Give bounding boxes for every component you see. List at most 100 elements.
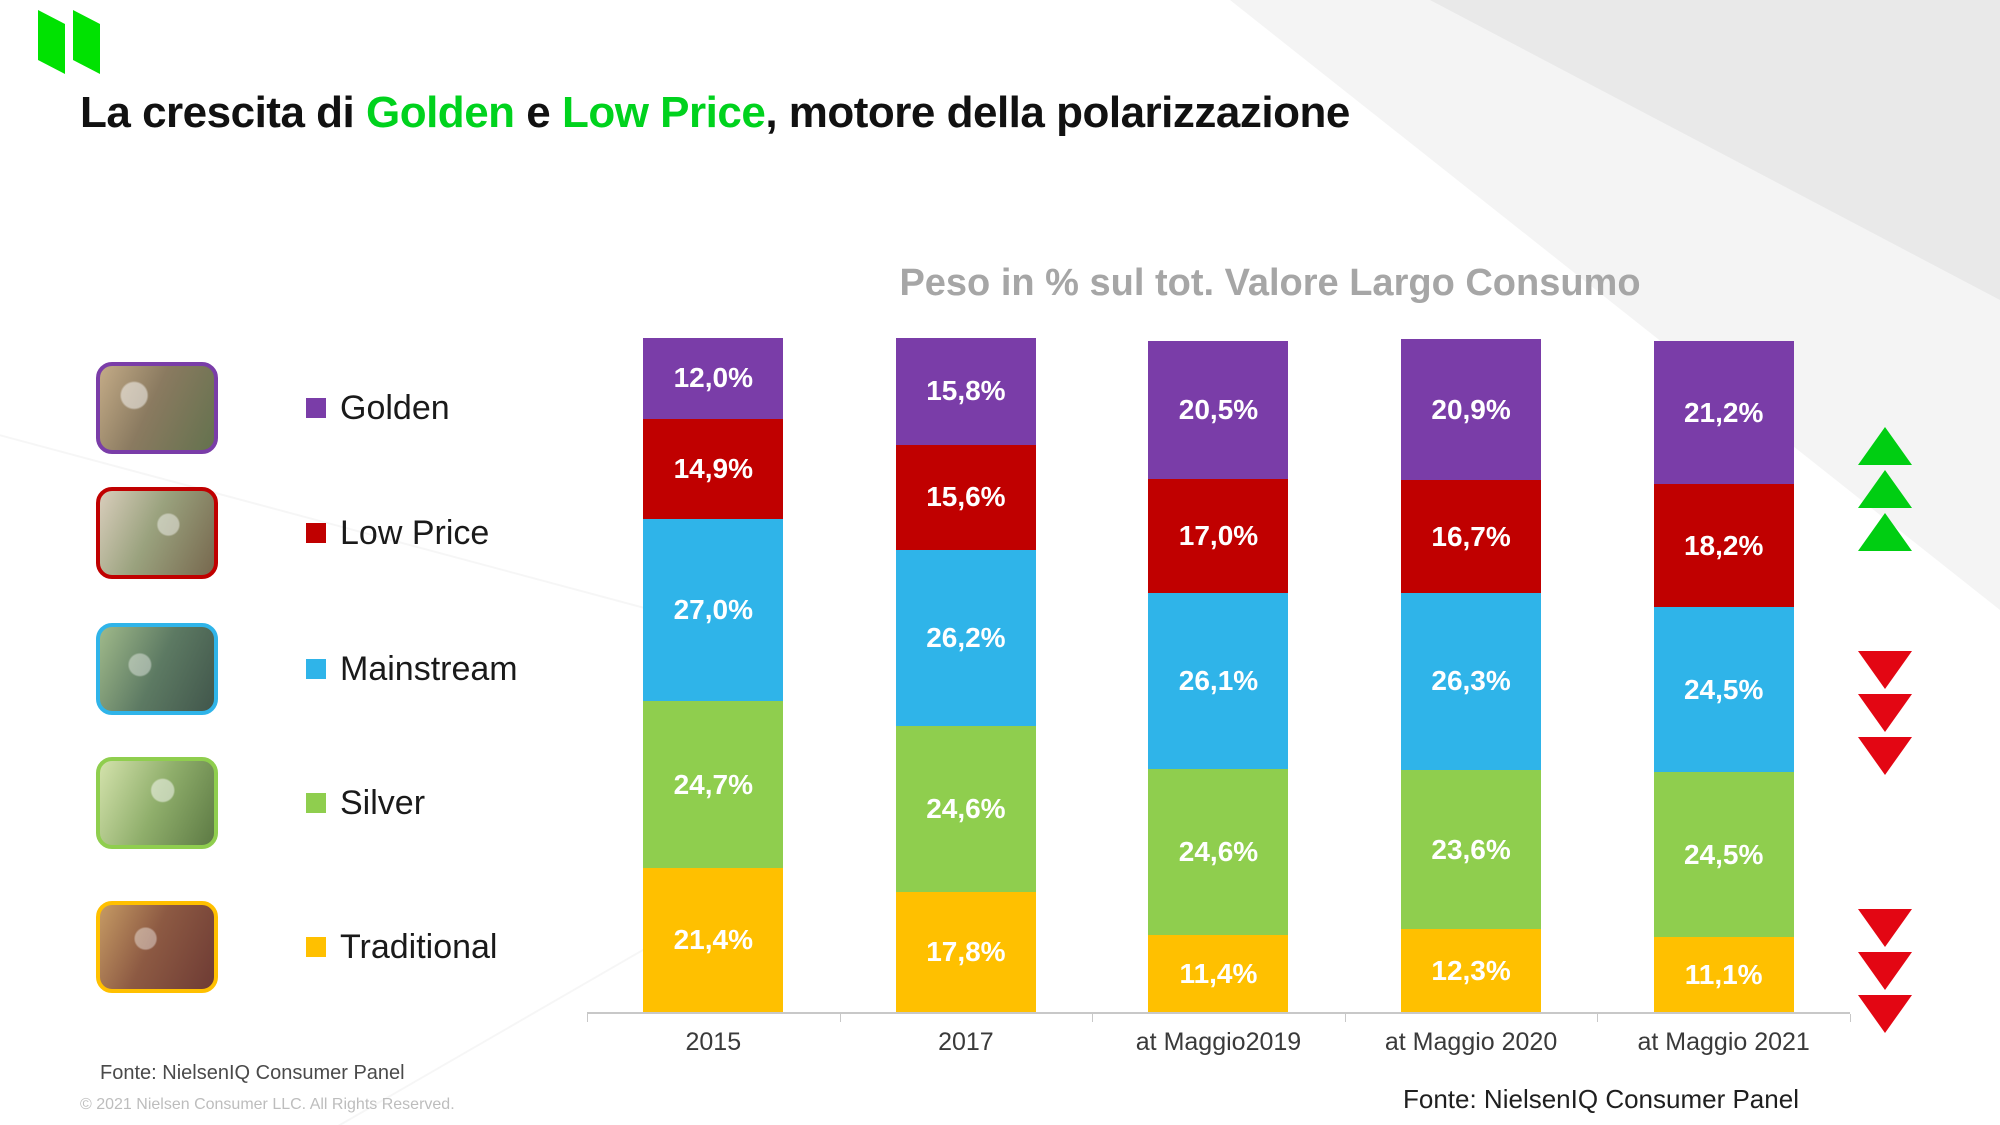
legend-entry-golden: Golden [306, 389, 450, 428]
footer-source-right: Fonte: NielsenIQ Consumer Panel [1403, 1084, 1799, 1114]
segment-low-price: 17,0% [1148, 478, 1289, 594]
bar-slot-2017: 15,8% 15,6% 26,2% 24,6% 17,8% [840, 338, 1093, 1012]
down-arrow-icon [1858, 651, 1912, 689]
segment-value-silver: 24,5% [1683, 838, 1764, 870]
segment-traditional: 21,4% [643, 867, 784, 1012]
segment-golden: 12,0% [643, 338, 784, 419]
down-arrow-icon [1858, 952, 1912, 990]
legend-swatch-golden [306, 398, 326, 418]
segment-value-mainstream: 26,3% [1431, 665, 1511, 697]
legend-row-low-price: Low Price [96, 487, 489, 579]
segment-value-golden: 21,2% [1683, 396, 1764, 428]
stacked-bar-at-maggio-2021: 21,2% 18,2% 24,5% 24,5% 11,1% [1653, 338, 1794, 1012]
segment-value-silver: 24,6% [926, 793, 1006, 825]
legend-photo-low-price [96, 487, 218, 579]
stacked-bar-2015: 12,0% 14,9% 27,0% 24,7% 21,4% [643, 338, 784, 1012]
segment-value-golden: 12,0% [673, 362, 753, 394]
x-tick-label-2017: 2017 [938, 1028, 994, 1056]
legend-label-low-price: Low Price [340, 513, 490, 552]
segment-value-low-price: 18,2% [1683, 529, 1764, 561]
segment-mainstream: 26,3% [1401, 592, 1542, 771]
legend-row-traditional: Traditional [96, 901, 497, 993]
legend-swatch-low-price [306, 523, 326, 543]
legend-label-traditional: Traditional [340, 927, 498, 966]
bar-slot-at-maggio2019: 20,5% 17,0% 26,1% 24,6% 11,4% [1092, 338, 1345, 1012]
legend-entry-traditional: Traditional [306, 928, 497, 967]
segment-golden: 21,2% [1653, 341, 1794, 485]
segment-value-traditional: 12,3% [1431, 954, 1511, 986]
footer-source-left: Fonte: NielsenIQ Consumer Panel [100, 1062, 405, 1084]
segment-value-silver: 24,6% [1178, 836, 1259, 868]
bar-slot-at-maggio-2020: 20,9% 16,7% 26,3% 23,6% 12,3% [1345, 338, 1598, 1012]
slide-title: La crescita di Golden e Low Price, motor… [80, 88, 1350, 138]
arrow-group-mainstream-decline [1858, 651, 1912, 775]
segment-value-mainstream: 27,0% [673, 594, 753, 626]
x-tick-label-2015: 2015 [685, 1028, 742, 1056]
stacked-bar-chart-plot: 12,0% 14,9% 27,0% 24,7% 21,4% 15,8% 15,6% 26,2%… [587, 338, 1850, 1012]
segment-value-silver: 23,6% [1431, 833, 1511, 865]
title-part-3: , motore della polarizzazione [765, 88, 1350, 137]
legend-row-mainstream: Mainstream [96, 623, 518, 715]
x-axis-tick [1597, 1014, 1599, 1022]
legend-entry-mainstream: Mainstream [306, 650, 518, 689]
segment-low-price: 18,2% [1653, 484, 1794, 607]
legend-photo-golden [96, 362, 218, 454]
segment-golden: 20,9% [1401, 339, 1542, 481]
segment-value-traditional: 11,4% [1179, 957, 1258, 989]
x-tick-label-at-maggio-2020: at Maggio 2020 [1384, 1028, 1558, 1056]
x-axis-labels: 2015 2017 at Maggio2019 at Maggio 2020 at Ma… [587, 1028, 1850, 1057]
bar-slot-2015: 12,0% 14,9% 27,0% 24,7% 21,4% [587, 338, 840, 1012]
legend-entry-low-price: Low Price [306, 514, 489, 553]
bar-slot-at-maggio-2021: 21,2% 18,2% 24,5% 24,5% 11,1% [1597, 338, 1850, 1012]
segment-value-low-price: 17,0% [1178, 520, 1259, 552]
segment-value-silver: 24,7% [673, 768, 753, 800]
segment-value-golden: 15,8% [926, 375, 1006, 407]
segment-silver: 24,5% [1653, 772, 1794, 938]
x-axis-tick [1092, 1014, 1094, 1022]
x-axis-tick [1344, 1014, 1346, 1022]
segment-value-mainstream: 26,2% [926, 621, 1006, 653]
legend-label-mainstream: Mainstream [340, 649, 518, 688]
x-tick-label-at-maggio2019: at Maggio2019 [1135, 1028, 1302, 1056]
trend-arrows [1858, 0, 1916, 1125]
segment-mainstream: 27,0% [643, 519, 784, 702]
segment-mainstream: 24,5% [1653, 606, 1794, 773]
segment-traditional: 11,4% [1148, 935, 1289, 1012]
down-arrow-icon [1858, 694, 1912, 732]
title-highlight-low-price: Low Price [561, 88, 766, 137]
segment-traditional: 12,3% [1401, 929, 1542, 1012]
segment-silver: 23,6% [1401, 770, 1542, 930]
segment-value-traditional: 17,8% [926, 936, 1006, 968]
stacked-bar-2017: 15,8% 15,6% 26,2% 24,6% 17,8% [895, 338, 1036, 1012]
legend-entry-silver: Silver [306, 784, 425, 823]
legend-label-golden: Golden [340, 388, 450, 427]
segment-golden: 15,8% [895, 338, 1036, 445]
x-axis-tick [839, 1014, 841, 1022]
legend-swatch-mainstream [306, 659, 326, 679]
down-arrow-icon [1858, 737, 1912, 775]
segment-low-price: 15,6% [895, 444, 1036, 550]
stacked-bar-at-maggio-2020: 20,9% 16,7% 26,3% 23,6% 12,3% [1401, 338, 1542, 1012]
x-axis [587, 1012, 1851, 1024]
segment-value-traditional: 11,1% [1684, 958, 1763, 990]
footer-copyright: © 2021 Nielsen Consumer LLC. All Rights … [80, 1096, 455, 1113]
segment-golden: 20,5% [1148, 340, 1289, 479]
legend-label-silver: Silver [340, 783, 426, 822]
segment-value-low-price: 15,6% [926, 481, 1006, 513]
segment-value-traditional: 21,4% [673, 923, 753, 955]
segment-value-mainstream: 26,1% [1178, 665, 1259, 697]
legend-row-silver: Silver [96, 757, 425, 849]
up-arrow-icon [1858, 427, 1912, 465]
segment-value-golden: 20,5% [1178, 393, 1259, 425]
segment-traditional: 17,8% [895, 892, 1036, 1012]
arrow-group-traditional-decline [1858, 909, 1912, 1033]
up-arrow-icon [1858, 513, 1912, 551]
segment-silver: 24,6% [1148, 769, 1289, 936]
segment-traditional: 11,1% [1653, 937, 1794, 1012]
legend-row-golden: Golden [96, 362, 450, 454]
title-part-1: La crescita di [80, 88, 366, 137]
legend: Golden Low Price Mainstream Silver Tradition… [96, 0, 576, 1125]
segment-value-mainstream: 24,5% [1683, 673, 1764, 705]
arrow-group-golden-low-price-growth [1858, 427, 1912, 551]
segment-mainstream: 26,1% [1148, 593, 1289, 770]
